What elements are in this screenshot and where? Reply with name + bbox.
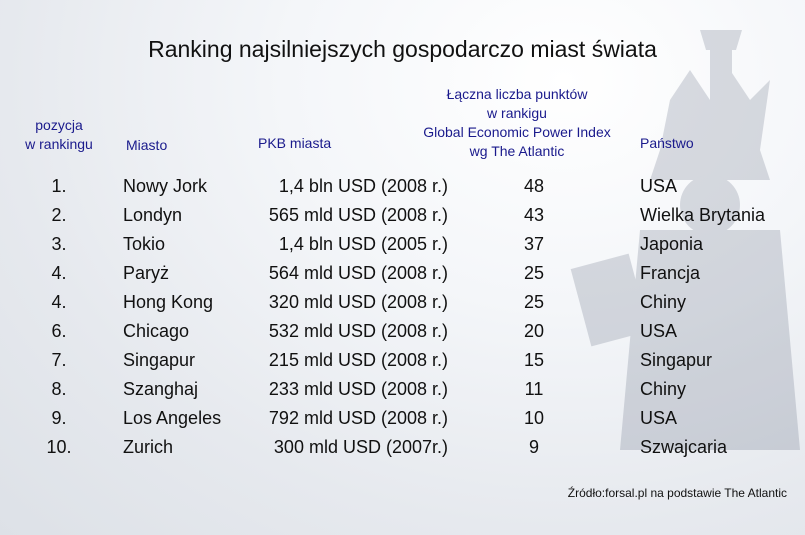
points-cell: 48 (523, 176, 545, 196)
country-cell: Singapur (640, 350, 713, 370)
position-cell: 8. (51, 379, 67, 399)
country-cell: USA (640, 321, 678, 341)
table-row: 7. Singapur 215 mld USD (2008 r.) 15 Sin… (0, 346, 805, 375)
table-row: 9. Los Angeles 792 mld USD (2008 r.) 10 … (0, 404, 805, 433)
points-cell: 10 (523, 408, 545, 428)
points-cell: 25 (523, 263, 545, 283)
position-cell: 4. (51, 263, 67, 283)
gdp-cell: 565 mld USD (2008 r.) (268, 205, 448, 225)
column-header-country: Państwo (640, 135, 694, 151)
position-cell: 7. (51, 350, 67, 370)
position-cell: 1. (51, 176, 67, 196)
column-header-position-line2: w rankingu (25, 136, 93, 152)
position-cell: 10. (46, 437, 72, 457)
column-header-gdp: PKB miasta (258, 135, 332, 151)
city-cell: Nowy Jork (123, 176, 208, 196)
city-cell: Chicago (123, 321, 190, 341)
country-cell: USA (640, 408, 678, 428)
city-cell: Singapur (123, 350, 196, 370)
position-cell: 6. (51, 321, 67, 341)
gdp-cell: 215 mld USD (2008 r.) (268, 350, 448, 370)
points-cell: 43 (523, 205, 545, 225)
gdp-cell: 564 mld USD (2008 r.) (268, 263, 448, 283)
ranking-table: 1. Nowy Jork 1,4 bln USD (2008 r.) 48 US… (0, 172, 805, 462)
points-cell: 25 (523, 292, 545, 312)
city-cell: Szanghaj (123, 379, 199, 399)
position-cell: 2. (51, 205, 67, 225)
table-row: 1. Nowy Jork 1,4 bln USD (2008 r.) 48 US… (0, 172, 805, 201)
position-cell: 9. (51, 408, 67, 428)
points-cell: 15 (523, 350, 545, 370)
country-cell: USA (640, 176, 678, 196)
column-header-position-line1: pozycja (35, 117, 83, 133)
points-cell: 9 (528, 437, 539, 457)
column-header-city: Miasto (126, 137, 168, 153)
city-cell: Londyn (123, 205, 183, 225)
city-cell: Paryż (123, 263, 170, 283)
gdp-cell: 792 mld USD (2008 r.) (268, 408, 448, 428)
column-header-points-line1: Łączna liczba punktów (446, 86, 588, 102)
column-header-points-line4: wg The Atlantic (469, 143, 565, 159)
table-row: 6. Chicago 532 mld USD (2008 r.) 20 USA (0, 317, 805, 346)
table-row: 4. Paryż 564 mld USD (2008 r.) 25 Francj… (0, 259, 805, 288)
position-cell: 4. (51, 292, 67, 312)
table-row: 4. Hong Kong 320 mld USD (2008 r.) 25 Ch… (0, 288, 805, 317)
city-cell: Los Angeles (123, 408, 222, 428)
country-cell: Chiny (640, 379, 687, 399)
city-cell: Hong Kong (123, 292, 214, 312)
gdp-cell: 1,4 bln USD (2008 r.) (278, 176, 448, 196)
table-row: 2. Londyn 565 mld USD (2008 r.) 43 Wielk… (0, 201, 805, 230)
country-cell: Chiny (640, 292, 687, 312)
country-cell: Japonia (640, 234, 704, 254)
column-header-points: Łączna liczba punktów w rankigu Global E… (404, 85, 630, 161)
gdp-cell: 300 mld USD (2007r.) (273, 437, 448, 457)
column-header-position: pozycja w rankingu (14, 116, 104, 154)
table-row: 8. Szanghaj 233 mld USD (2008 r.) 11 Chi… (0, 375, 805, 404)
position-cell: 3. (51, 234, 67, 254)
gdp-cell: 532 mld USD (2008 r.) (268, 321, 448, 341)
table-row: 10. Zurich 300 mld USD (2007r.) 9 Szwajc… (0, 433, 805, 462)
gdp-cell: 320 mld USD (2008 r.) (268, 292, 448, 312)
country-cell: Wielka Brytania (640, 205, 766, 225)
gdp-cell: 1,4 bln USD (2005 r.) (278, 234, 448, 254)
country-cell: Szwajcaria (640, 437, 728, 457)
city-cell: Tokio (123, 234, 166, 254)
country-cell: Francja (640, 263, 701, 283)
page-title: Ranking najsilniejszych gospodarczo mias… (148, 36, 657, 62)
points-cell: 20 (523, 321, 545, 341)
gdp-cell: 233 mld USD (2008 r.) (268, 379, 448, 399)
points-cell: 37 (523, 234, 545, 254)
source-note: Źródło:forsal.pl na podstawie The Atlant… (567, 486, 787, 500)
points-cell: 11 (524, 379, 544, 399)
column-header-points-line2: w rankigu (487, 105, 547, 121)
city-cell: Zurich (123, 437, 174, 457)
table-row: 3. Tokio 1,4 bln USD (2005 r.) 37 Japoni… (0, 230, 805, 259)
column-header-points-line3: Global Economic Power Index (423, 124, 611, 140)
